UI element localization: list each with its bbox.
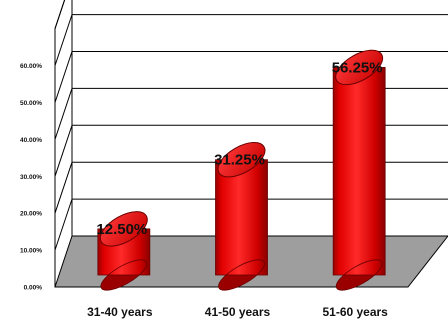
bars — [97, 49, 386, 291]
gridline-wall — [54, 0, 66, 29]
y-tick-label: 10.00% — [20, 248, 42, 255]
x-tick-label: 31-40 years — [87, 305, 153, 319]
cylinder-bar-bottom-rim — [100, 259, 148, 291]
y-tick-label: 30.00% — [20, 174, 42, 181]
cylinder-bar-top — [99, 211, 148, 247]
cylinder-bar-body — [215, 159, 268, 276]
cylinder-bar-top — [217, 141, 266, 178]
y-tick-label: 60.00% — [20, 63, 42, 70]
data-labels: 12.50% 31.25% 56.25% — [96, 59, 382, 237]
cylinder-bar — [332, 49, 386, 291]
y-axis-tick-labels: 0.00% 10.00% 20.00% 30.00% 40.00% 50.00% 60.00… — [20, 63, 42, 291]
data-label: 12.50% — [96, 221, 147, 238]
cylinder-bar — [215, 141, 268, 291]
y-tick-label: 50.00% — [20, 100, 42, 107]
gridline-wall — [54, 88, 73, 140]
gridline-wall — [54, 14, 73, 66]
y-tick-label: 20.00% — [20, 211, 42, 218]
cylinder-bar-body — [332, 67, 386, 276]
x-tick-label: 51-60 years — [322, 305, 388, 319]
y-tick-label: 40.00% — [20, 137, 42, 144]
data-label: 56.25% — [332, 59, 383, 76]
x-axis-tick-labels: 31-40 years 41-50 years 51-60 years — [87, 305, 388, 319]
data-label: 31.25% — [214, 152, 265, 169]
gridline-wall — [54, 162, 73, 214]
gridline-wall — [54, 51, 73, 103]
cylinder-bar-top — [335, 49, 384, 86]
cylinder-bar-bottom-rim — [218, 259, 265, 291]
y-tick-label: 0.00% — [24, 285, 43, 292]
cylinder-bar-bottom-rim — [335, 259, 383, 291]
gridline-wall — [54, 125, 73, 177]
gridline-wall — [54, 198, 73, 251]
x-tick-label: 41-50 years — [205, 305, 271, 319]
cylinder-bar — [97, 211, 151, 291]
